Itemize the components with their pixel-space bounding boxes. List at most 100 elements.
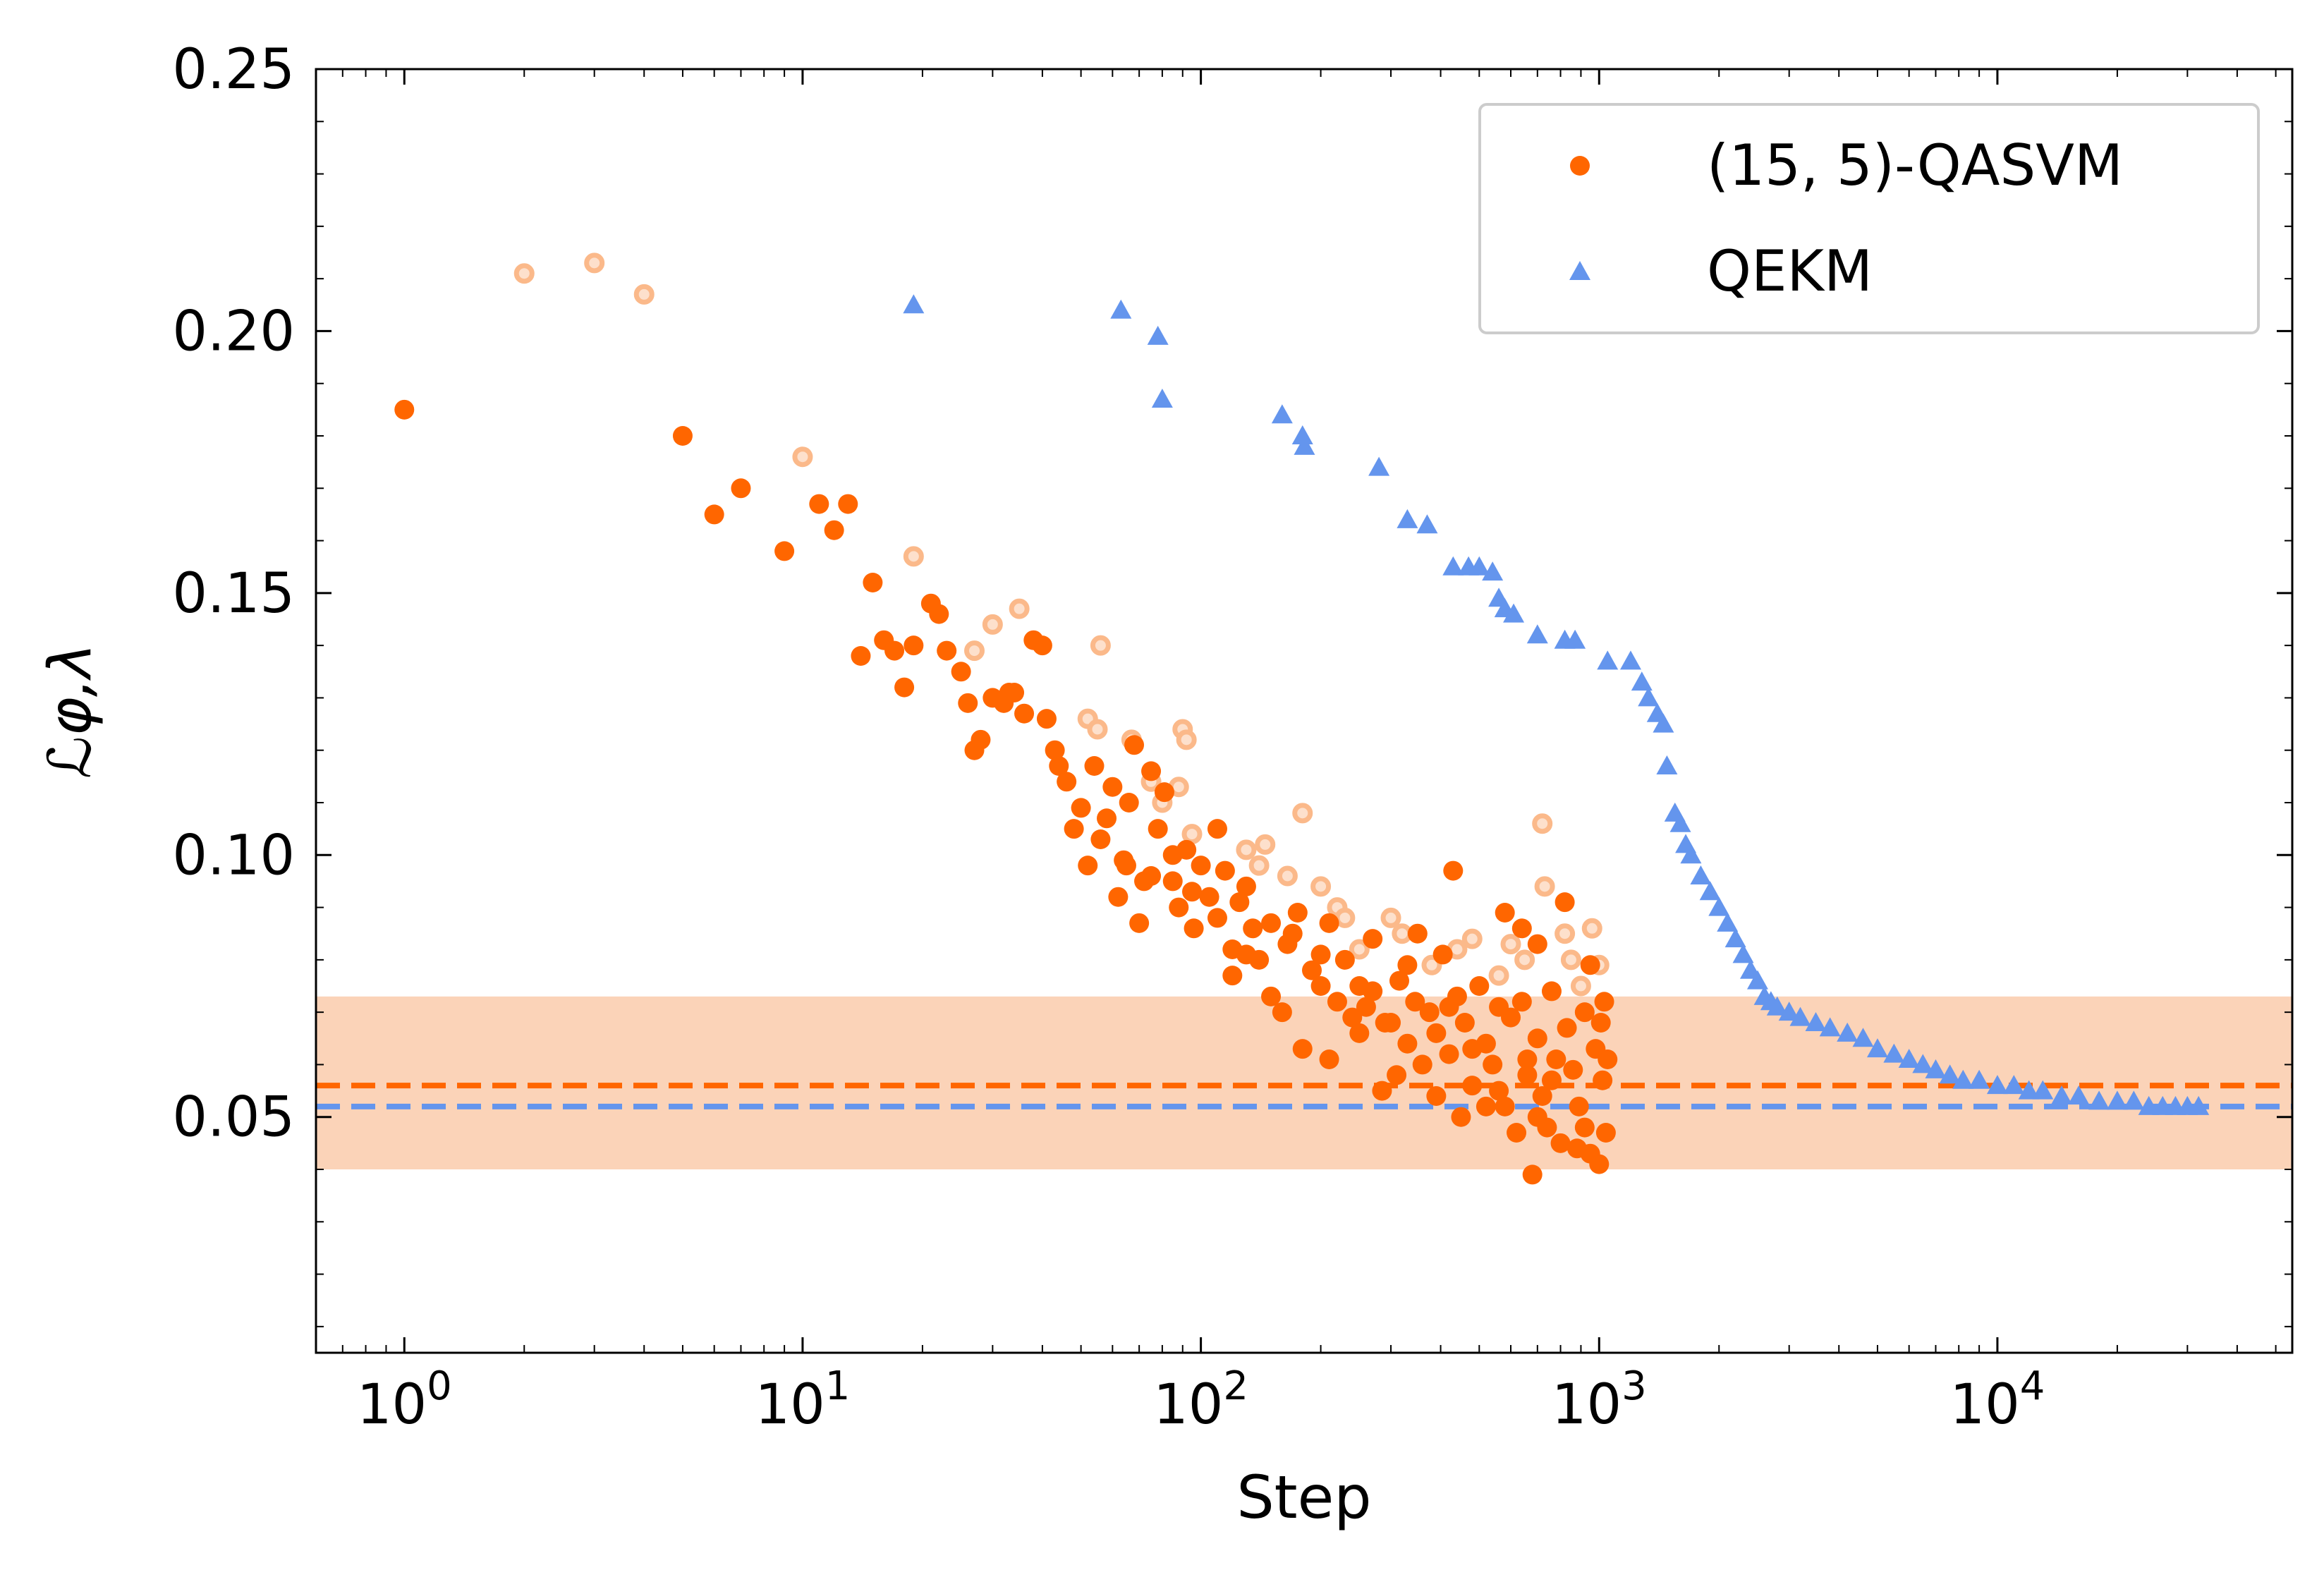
y-axis: 0.05 0.10 0.15 0.20 0.25 <box>172 38 2292 1327</box>
qekm-point <box>2003 1075 2025 1095</box>
qasvm-faded-point <box>1380 907 1401 928</box>
qekm-point <box>1294 435 1315 455</box>
qasvm-point <box>1594 992 1614 1012</box>
qasvm-faded-point <box>1555 923 1576 944</box>
qekm-point <box>2051 1085 2073 1105</box>
qekm-point <box>1699 881 1721 901</box>
qekm-point <box>2032 1080 2054 1100</box>
qasvm-faded-point <box>584 252 605 274</box>
qasvm-point <box>1462 1076 1483 1096</box>
legend: (15, 5)-QASVM QEKM <box>1478 103 2260 334</box>
qasvm-faded-point <box>1534 876 1555 897</box>
qekm-point <box>1669 813 1691 832</box>
qekm-point <box>2068 1085 2090 1105</box>
qasvm-point <box>1589 1154 1610 1174</box>
qasvm-point <box>1349 1023 1370 1043</box>
x-axis: 100 101 102 103 104 <box>315 69 2277 1437</box>
qasvm-point <box>1184 918 1204 939</box>
qekm-point <box>1852 1028 1874 1047</box>
qasvm-point <box>838 494 858 514</box>
qekm-point <box>1952 1069 1974 1089</box>
qasvm-faded-point <box>1292 803 1313 824</box>
qasvm-point <box>1566 1138 1587 1159</box>
qasvm-point <box>1124 735 1145 755</box>
qasvm-point <box>672 426 693 446</box>
qasvm-point <box>1593 1070 1613 1090</box>
qekm-point <box>1819 1017 1841 1037</box>
qasvm-faded-point <box>964 640 985 662</box>
qasvm-point <box>1451 1107 1471 1127</box>
qasvm-point <box>1550 1133 1571 1153</box>
qasvm-point <box>704 504 724 525</box>
qasvm-point <box>1501 1007 1521 1028</box>
qasvm-faded-point <box>1334 907 1356 928</box>
qekm-point <box>903 294 925 314</box>
qasvm-point <box>1569 1096 1589 1116</box>
y-tick-label: 0.25 <box>172 38 295 102</box>
qasvm-point <box>1483 1054 1503 1075</box>
qasvm-point <box>1108 887 1128 907</box>
qasvm-point <box>1574 1117 1595 1138</box>
qasvm-point <box>1032 635 1052 656</box>
qasvm-point <box>1527 934 1547 954</box>
qasvm-point <box>1045 740 1065 760</box>
qasvm-point <box>1334 949 1355 970</box>
qasvm-point <box>1207 908 1227 928</box>
qekm-point <box>1690 865 1712 884</box>
qasvm-point <box>1141 761 1162 781</box>
qasvm-point <box>1462 1039 1483 1059</box>
qekm-point <box>1925 1059 1947 1078</box>
qekm-point <box>2188 1095 2210 1115</box>
qekm-point <box>1866 1038 1888 1058</box>
qekm-point <box>2018 1080 2040 1100</box>
y-tick-label: 0.10 <box>172 824 295 887</box>
y-tick-label: 0.20 <box>172 300 295 363</box>
qasvm-point <box>1078 856 1098 876</box>
plot-frame <box>315 68 2294 1354</box>
x-tick-label: 101 <box>755 1363 850 1437</box>
qasvm-point <box>1476 1096 1496 1116</box>
qekm-point <box>1656 755 1678 774</box>
legend-marker-qasvm <box>1570 156 1590 176</box>
qasvm-faded-point <box>1392 923 1413 944</box>
qasvm-faded-point <box>1488 965 1509 986</box>
qasvm-point <box>1036 709 1057 729</box>
qasvm-point <box>824 520 844 540</box>
qasvm-faded-point <box>1349 939 1370 960</box>
qekm-point <box>1397 509 1418 528</box>
qekm-point <box>1724 928 1746 948</box>
qasvm-point <box>1507 1123 1527 1143</box>
qekm-point <box>1766 996 1788 1016</box>
qekm-point <box>1291 425 1313 444</box>
qasvm-point <box>1580 955 1600 975</box>
qasvm-point <box>1182 882 1203 902</box>
qasvm-faded-point <box>903 546 924 567</box>
qasvm-point <box>1119 793 1139 813</box>
qasvm-point <box>1598 1049 1618 1069</box>
qasvm-faded-point <box>1277 865 1298 887</box>
qasvm-faded-point <box>1560 949 1581 970</box>
qasvm-faded-point <box>1514 949 1535 970</box>
legend-label-qasvm: (15, 5)-QASVM <box>1707 133 2123 198</box>
qasvm-point <box>1397 955 1418 975</box>
qasvm-faded-point <box>1310 876 1332 897</box>
qasvm-point <box>1405 992 1425 1012</box>
qasvm-point <box>1595 1123 1616 1143</box>
qasvm-point <box>394 399 415 420</box>
qasvm-faded-point <box>1500 934 1521 955</box>
qasvm-point <box>774 541 795 561</box>
qasvm-point <box>1557 1018 1577 1038</box>
qekm-point <box>1746 970 1768 990</box>
qekm-point <box>1416 514 1438 534</box>
y-tick-label: 0.05 <box>172 1086 295 1150</box>
qasvm-faded-point <box>1090 635 1111 656</box>
qasvm-point <box>1541 1070 1562 1090</box>
qasvm-point <box>1199 887 1219 907</box>
qasvm-point <box>1532 1086 1552 1106</box>
qasvm-faded-point <box>1461 928 1483 949</box>
qasvm-faded-point <box>982 614 1003 635</box>
qasvm-point <box>1419 1002 1440 1023</box>
qasvm-point <box>1129 913 1150 933</box>
qasvm-faded-point <box>1248 855 1270 876</box>
qasvm-faded-point <box>1181 824 1203 845</box>
